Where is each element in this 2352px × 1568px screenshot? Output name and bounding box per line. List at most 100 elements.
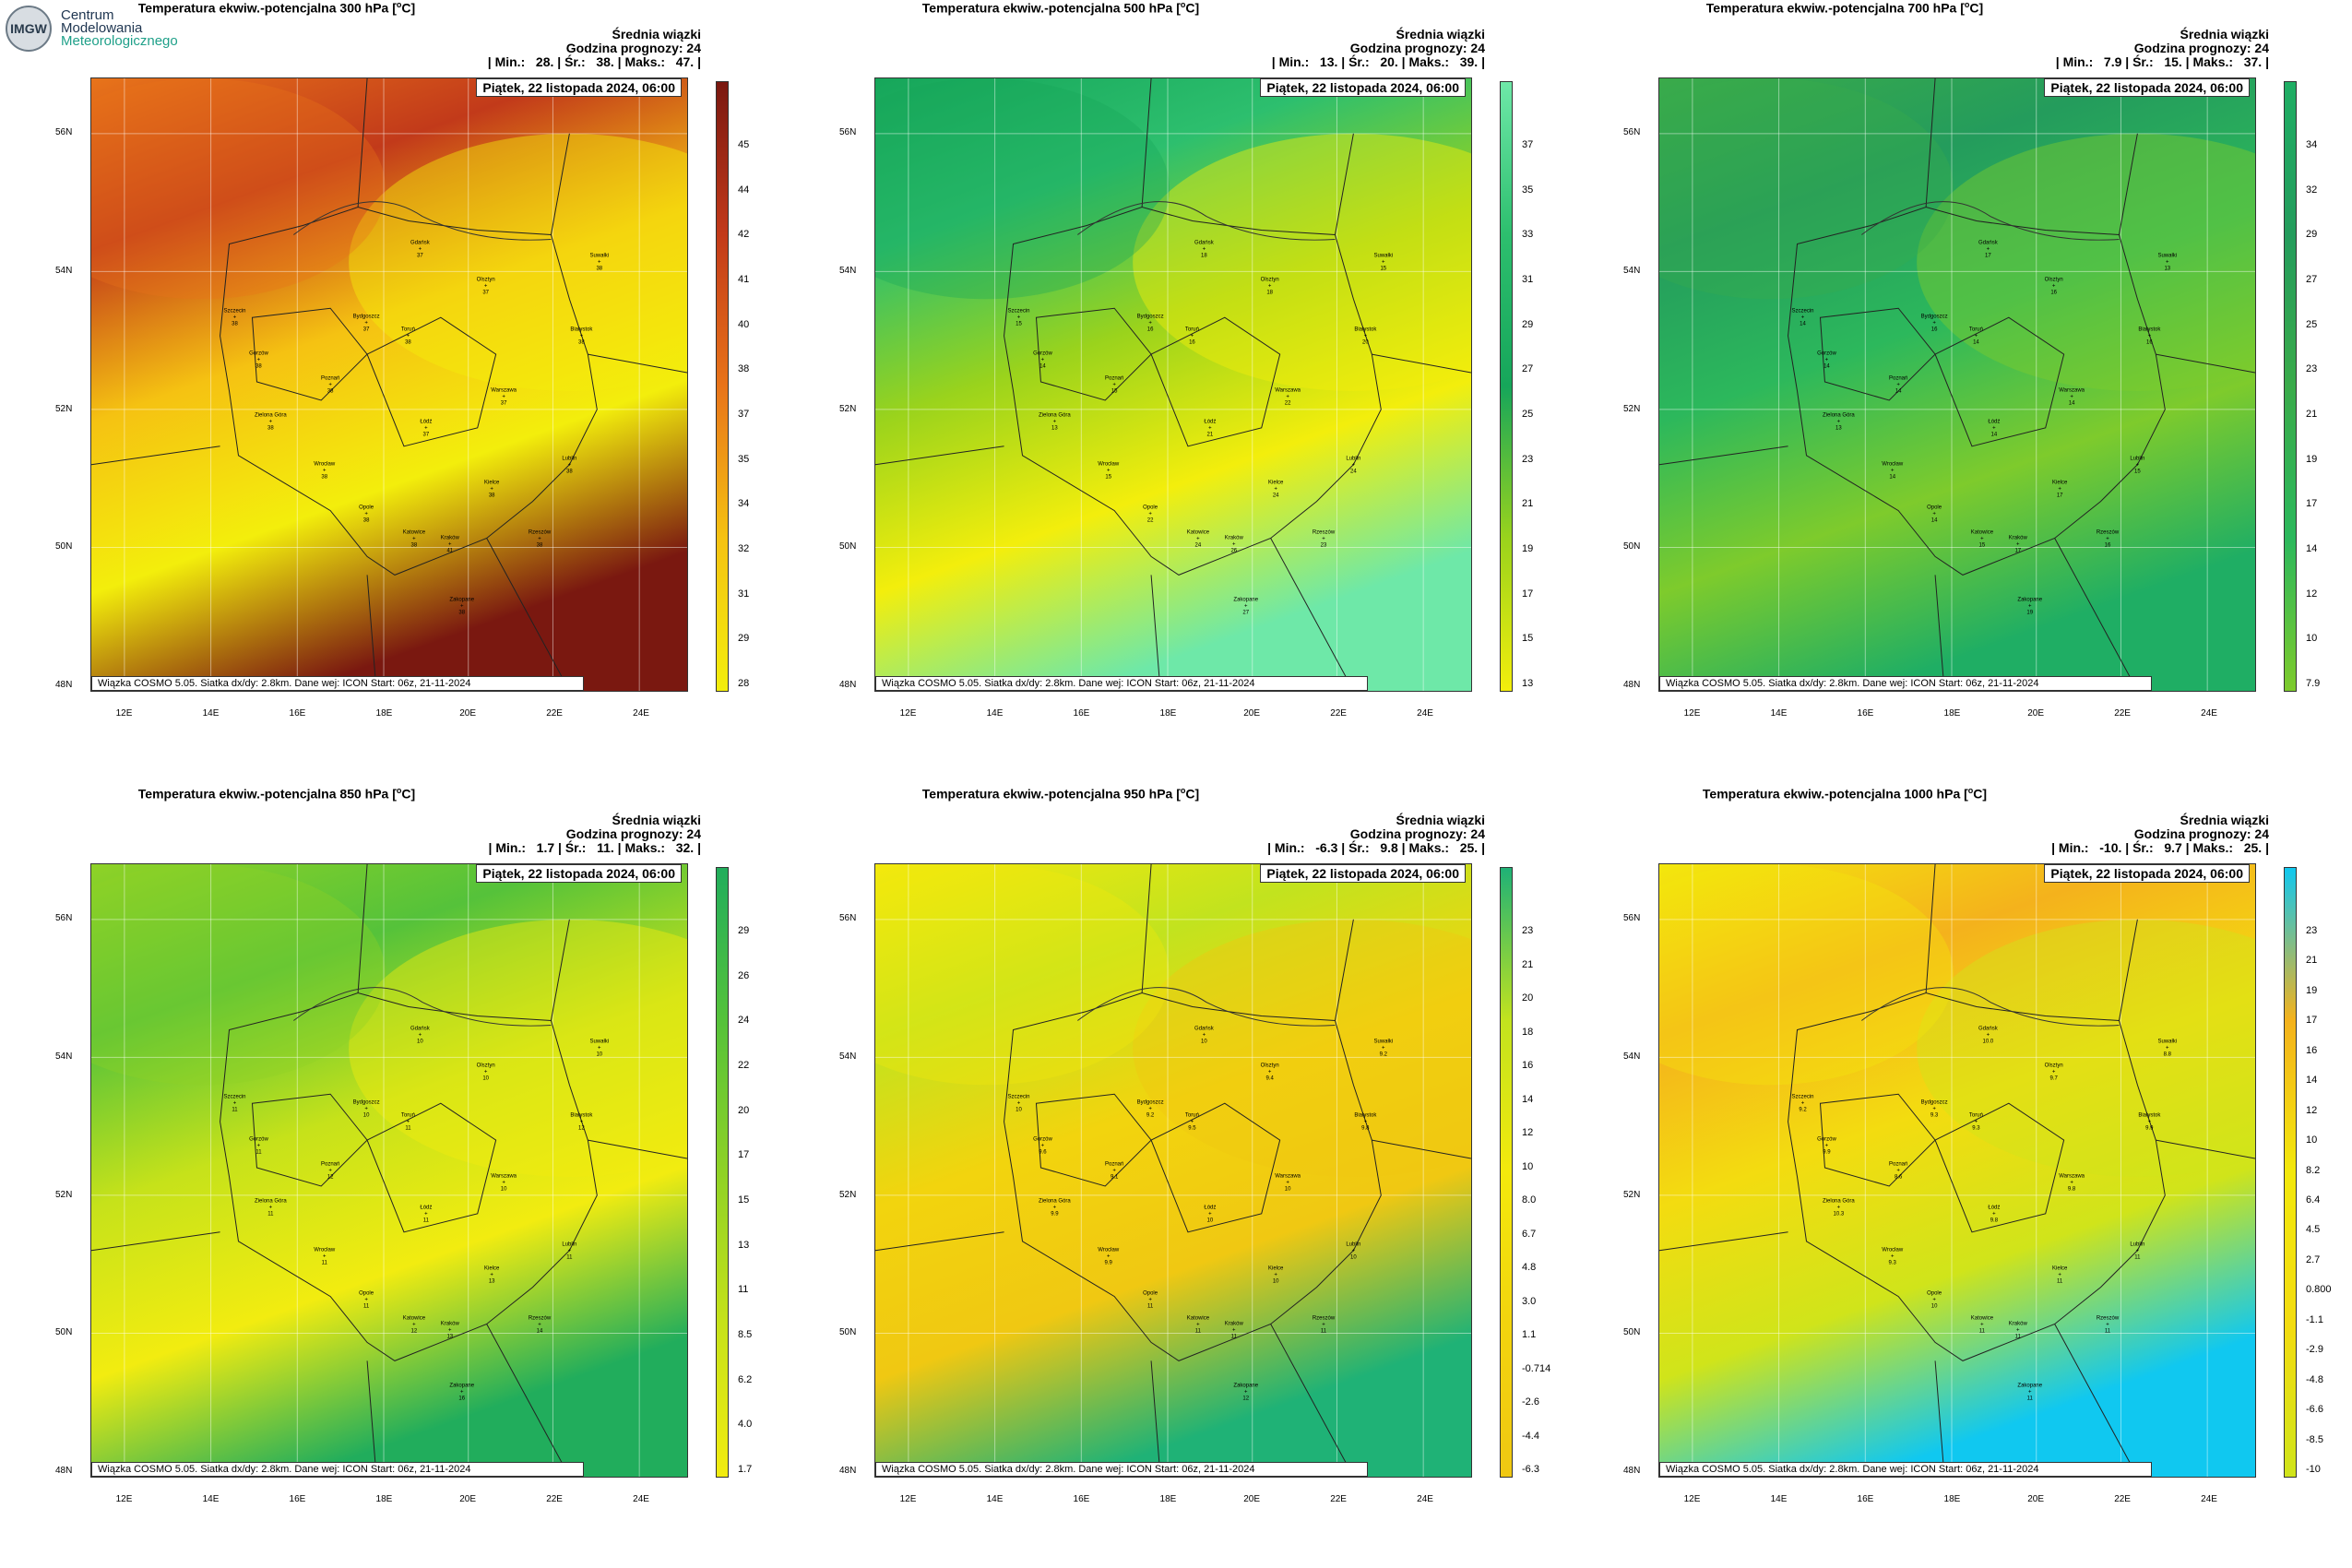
latitude-label: 50N bbox=[1623, 541, 1641, 552]
city-marker: Suwałki +38 bbox=[589, 253, 610, 272]
city-name: Białystok bbox=[2138, 1112, 2161, 1119]
panel-title: Temperatura ekwiw.-potencjalna 1000 hPa … bbox=[1702, 786, 1988, 802]
latitude-label: 48N bbox=[55, 1466, 73, 1477]
latitude-label: 50N bbox=[839, 1327, 857, 1338]
colorbar-tick-label: 37 bbox=[1522, 139, 1534, 150]
city-name: Gorzów bbox=[1033, 350, 1052, 357]
city-marker: Gdańsk +10.0 bbox=[1978, 1026, 1998, 1045]
city-name: Toruń bbox=[400, 327, 415, 333]
city-name: Katowice bbox=[1186, 529, 1210, 535]
city-marker: Katowice +24 bbox=[1186, 529, 1210, 548]
city-marker: Łódź +9.8 bbox=[1988, 1205, 2001, 1224]
city-value: 8.8 bbox=[2163, 1051, 2171, 1058]
city-value: 38 bbox=[362, 517, 370, 524]
longitude-label: 14E bbox=[202, 1494, 220, 1504]
latitude-label: 56N bbox=[1623, 912, 1641, 923]
city-marker: Szczecin +10 bbox=[1007, 1094, 1030, 1113]
city-value: 17 bbox=[2014, 548, 2022, 554]
city-name: Zielona Góra bbox=[1039, 412, 1071, 419]
forecast-map[interactable]: Piątek, 22 listopada 2024, 06:00 Wiązka … bbox=[1658, 77, 2256, 692]
city-marker: Poznań +12 bbox=[321, 1161, 340, 1181]
city-marker: Olsztyn +10 bbox=[476, 1063, 495, 1082]
longitude-label: 14E bbox=[986, 1494, 1004, 1504]
longitude-label: 16E bbox=[1073, 1494, 1090, 1504]
colorbar-tick-label: 40 bbox=[738, 318, 750, 330]
city-name: Olsztyn bbox=[1260, 1063, 1279, 1069]
city-name: Toruń bbox=[1184, 1112, 1199, 1119]
city-value: 24 bbox=[1350, 469, 1357, 475]
city-name: Wrocław bbox=[1882, 1247, 1904, 1253]
latitude-label: 56N bbox=[1623, 126, 1641, 137]
city-value: 10 bbox=[1272, 1278, 1279, 1285]
colorbar-tick-label: 10 bbox=[2306, 633, 2318, 645]
city-value: 14 bbox=[1990, 432, 1998, 438]
ensemble-stats: Średnia wiązki Godzina prognozy: 24 | Mi… bbox=[488, 28, 701, 69]
city-value: 15 bbox=[2134, 469, 2141, 475]
latitude-label: 48N bbox=[1623, 680, 1641, 691]
city-value: 14 bbox=[1973, 339, 1979, 346]
longitude-label: 12E bbox=[115, 1494, 133, 1504]
city-marker: Wrocław +9.9 bbox=[1098, 1247, 1120, 1266]
latitude-label: 52N bbox=[55, 1189, 73, 1200]
city-name: Warszawa bbox=[491, 1173, 517, 1180]
city-name: Gdańsk bbox=[1194, 240, 1214, 246]
city-marker: Katowice +11 bbox=[1186, 1315, 1210, 1334]
longitude-label: 24E bbox=[633, 708, 649, 719]
temperature-field bbox=[1659, 864, 2255, 1477]
forecast-map[interactable]: Piątek, 22 listopada 2024, 06:00 Wiązka … bbox=[874, 863, 1472, 1478]
city-marker: Szczecin +38 bbox=[223, 308, 246, 327]
city-value: 18 bbox=[1266, 290, 1274, 296]
colorbar-tick-label: -4.8 bbox=[2306, 1373, 2323, 1385]
city-name: Wrocław bbox=[1098, 461, 1120, 468]
city-name: Warszawa bbox=[491, 387, 517, 394]
forecast-map[interactable]: Piątek, 22 listopada 2024, 06:00 Wiązka … bbox=[90, 863, 688, 1478]
city-value: 13 bbox=[2164, 266, 2171, 272]
min-mean-max: | Min.: -6.3 | Śr.: 9.8 | Maks.: 25. | bbox=[1267, 840, 1485, 855]
coastline bbox=[1077, 987, 1336, 1027]
city-value: 10 bbox=[1284, 1186, 1291, 1193]
city-marker: Białystok +20 bbox=[1354, 327, 1377, 346]
latitude-label: 50N bbox=[55, 1327, 73, 1338]
latitude-label: 52N bbox=[839, 403, 857, 414]
city-marker: Zakopane +11 bbox=[2017, 1383, 2043, 1402]
city-marker: Rzeszów +23 bbox=[1312, 529, 1336, 548]
stats-title: Średnia wiązki bbox=[1396, 27, 1485, 42]
colorbar-tick-label: 35 bbox=[1522, 184, 1534, 196]
city-name: Katowice bbox=[402, 1315, 426, 1321]
city-value: 12 bbox=[327, 1174, 334, 1181]
city-name: Rzeszów bbox=[1312, 1315, 1336, 1321]
country-borders bbox=[91, 864, 687, 1477]
city-value: 11 bbox=[2104, 1328, 2111, 1334]
city-value: 14 bbox=[1039, 363, 1046, 370]
city-value: 10 bbox=[1016, 1107, 1022, 1113]
city-name: Łódź bbox=[1988, 419, 2001, 425]
colorbar-tick-label: 2.7 bbox=[2306, 1253, 2321, 1265]
city-marker: Łódź +10 bbox=[1204, 1205, 1217, 1224]
forecast-map[interactable]: Piątek, 22 listopada 2024, 06:00 Wiązka … bbox=[874, 77, 1472, 692]
city-marker: Opole +10 bbox=[1927, 1290, 1942, 1310]
colorbar-tick-label: 6.4 bbox=[2306, 1194, 2321, 1206]
city-marker: Olsztyn +16 bbox=[2044, 277, 2063, 296]
city-marker: Kraków +13 bbox=[440, 1321, 459, 1340]
city-name: Lublin bbox=[2130, 456, 2145, 462]
coastline bbox=[1861, 201, 2120, 241]
forecast-map[interactable]: Piątek, 22 listopada 2024, 06:00 Wiązka … bbox=[90, 77, 688, 692]
min-value: 28. bbox=[535, 54, 554, 69]
latitude-label: 48N bbox=[1623, 1466, 1641, 1477]
city-value: 37 bbox=[362, 327, 370, 333]
city-marker: Lublin +38 bbox=[562, 456, 577, 475]
colorbar-tick-label: 22 bbox=[738, 1060, 750, 1071]
colorbar-tick-label: 17 bbox=[2306, 1015, 2318, 1027]
colorbar-tick-label: 25 bbox=[1522, 409, 1534, 420]
forecast-map[interactable]: Piątek, 22 listopada 2024, 06:00 Wiązka … bbox=[1658, 863, 2256, 1478]
colorbar-tick-label: 1.1 bbox=[1522, 1329, 1537, 1340]
ensemble-stats: Średnia wiązki Godzina prognozy: 24 | Mi… bbox=[2056, 28, 2269, 69]
city-name: Gdańsk bbox=[1978, 1026, 1998, 1032]
min-mean-max: | Min.: 13. | Śr.: 20. | Maks.: 39. | bbox=[1271, 54, 1485, 69]
city-value: 11 bbox=[362, 1303, 370, 1310]
latitude-label: 54N bbox=[1623, 1051, 1641, 1062]
longitude-label: 24E bbox=[633, 1494, 649, 1504]
colorbar-tick-label: -8.5 bbox=[2306, 1433, 2323, 1445]
colorbar-tick-label: -0.714 bbox=[1522, 1362, 1551, 1374]
city-name: Poznań bbox=[1105, 1161, 1124, 1168]
